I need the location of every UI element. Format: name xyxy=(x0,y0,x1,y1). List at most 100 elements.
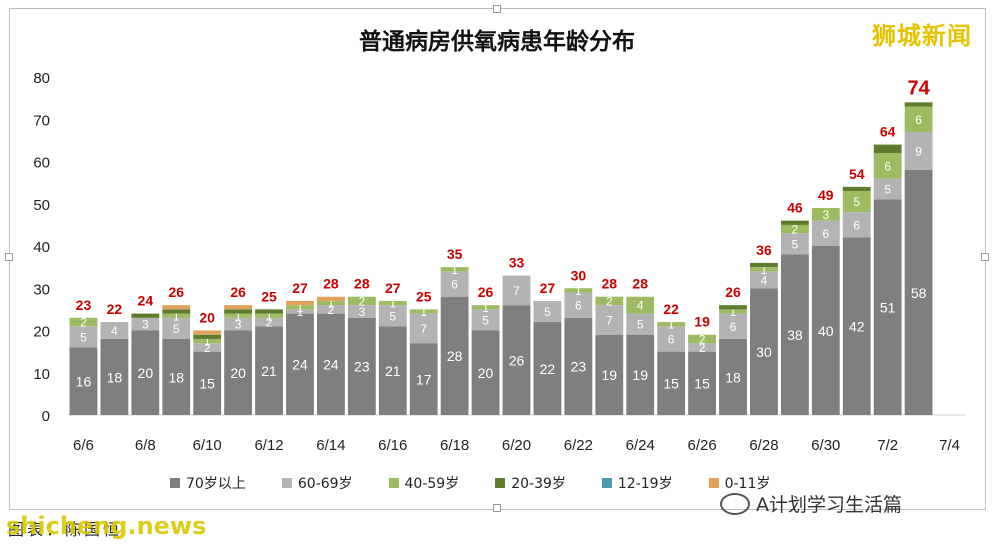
x-tick-label: 6/28 xyxy=(749,437,778,454)
bar-segment-40-59 xyxy=(564,288,593,293)
bar-segment-label: 3 xyxy=(142,318,149,332)
bar-total-label: 27 xyxy=(385,280,401,296)
resize-handle-left[interactable] xyxy=(5,253,13,261)
bar-total-label: 28 xyxy=(632,276,648,292)
resize-handle-bottom[interactable] xyxy=(493,504,501,512)
bar-segment-0-11 xyxy=(286,300,314,306)
bar-segment-label: 28 xyxy=(447,348,463,364)
bar-segment-40-59 xyxy=(255,313,283,318)
y-tick-label: 60 xyxy=(33,155,50,172)
watermark-bottom: shicheng.news xyxy=(6,512,207,540)
bar-segment-label: 5 xyxy=(482,313,489,327)
bar-segment-70+ xyxy=(193,351,222,415)
bar-segment-60-69 xyxy=(904,131,933,170)
bar-segment-0-11 xyxy=(224,305,253,310)
bar-segment-label: 6 xyxy=(915,113,922,127)
legend-item-20-39: 20-39岁 xyxy=(495,473,566,493)
bar-total-label: 23 xyxy=(76,297,92,313)
bar-segment-label: 23 xyxy=(354,359,370,375)
bar-total-label: 24 xyxy=(138,293,154,309)
bar-segment-70+ xyxy=(316,313,345,415)
bar-segment-label: 1 xyxy=(668,318,675,332)
bar-segment-label: 3 xyxy=(822,208,829,222)
legend-label: 20-39岁 xyxy=(511,476,566,492)
bar-segment-70+ xyxy=(471,330,500,415)
bar-segment-70+ xyxy=(440,296,469,415)
bar-segment-70+ xyxy=(162,338,191,415)
bar-segment-60-69 xyxy=(502,275,531,306)
bar-segment-label: 6 xyxy=(822,227,829,241)
bar-segment-label: 6 xyxy=(668,333,675,347)
legend-item-12-19: 12-19岁 xyxy=(601,473,673,493)
bar-segment-20-39 xyxy=(131,313,160,318)
bar-segment-70+ xyxy=(502,305,531,415)
bar-total-label: 26 xyxy=(478,284,494,300)
y-tick-label: 0 xyxy=(42,408,50,425)
bar-segment-40-59 xyxy=(750,267,778,272)
bar-segment-label: 21 xyxy=(261,363,277,379)
x-tick-label: 6/22 xyxy=(564,437,593,454)
bar-segment-label: 15 xyxy=(694,376,710,392)
bar-segment-60-69 xyxy=(286,309,314,314)
x-tick-label: 7/2 xyxy=(877,437,898,454)
bar-segment-60-69 xyxy=(595,305,624,335)
bar-segment-40-59 xyxy=(440,267,469,272)
y-tick-label: 30 xyxy=(33,281,50,298)
bar-segment-label: 1 xyxy=(297,305,304,319)
x-tick-label: 6/24 xyxy=(626,437,655,454)
bar-segment-70+ xyxy=(657,351,686,415)
bar-segment-label: 2 xyxy=(606,294,613,308)
bar-total-label: 28 xyxy=(602,276,618,292)
bar-segment-70+ xyxy=(286,313,314,415)
bar-segment-label: 4 xyxy=(111,324,118,338)
y-tick-label: 20 xyxy=(33,324,50,341)
bar-segment-label: 6 xyxy=(884,159,891,173)
bar-segment-70+ xyxy=(873,199,902,415)
bar-segment-60-69 xyxy=(564,292,593,318)
bar-segment-label: 22 xyxy=(540,361,556,377)
chart-legend: 70岁以上 60-69岁 40-59岁 20-39岁 12-19岁 0-11岁 xyxy=(170,473,770,493)
bar-segment-70+ xyxy=(255,326,283,415)
x-tick-label: 6/26 xyxy=(687,437,716,454)
bar-segment-label: 7 xyxy=(420,322,427,336)
bar-segment-40-59 xyxy=(688,334,717,344)
bar-segment-60-69 xyxy=(533,300,562,323)
bar-segment-label: 21 xyxy=(385,363,401,379)
bar-segment-label: 2 xyxy=(359,294,366,308)
y-tick-label: 70 xyxy=(33,112,50,129)
bar-segment-70+ xyxy=(224,330,253,415)
wechat-account: A计划学习生活篇 xyxy=(720,490,902,517)
y-tick-label: 80 xyxy=(33,70,50,87)
bar-segment-40-59 xyxy=(811,207,840,221)
bar-segment-60-69 xyxy=(626,313,655,335)
bar-segment-label: 5 xyxy=(389,309,396,323)
bar-segment-70+ xyxy=(780,254,809,415)
bar-total-label: 27 xyxy=(292,280,308,296)
bar-segment-60-69 xyxy=(131,317,160,331)
bar-segment-40-59 xyxy=(347,296,376,306)
legend-swatch xyxy=(601,478,612,488)
bar-segment-60-69 xyxy=(471,309,500,331)
legend-swatch xyxy=(495,478,506,488)
bar-segment-label: 19 xyxy=(632,367,648,383)
bar-segment-70+ xyxy=(626,334,655,415)
legend-item-0-11: 0-11岁 xyxy=(708,473,770,493)
bar-segment-label: 38 xyxy=(787,327,803,343)
resize-handle-top[interactable] xyxy=(493,5,501,13)
x-tick-label: 6/12 xyxy=(254,437,283,454)
bar-segment-60-69 xyxy=(842,212,871,238)
bar-segment-label: 9 xyxy=(915,144,922,158)
bar-segment-label: 1 xyxy=(730,305,737,319)
bar-segment-label: 2 xyxy=(699,333,706,347)
bar-total-label: 25 xyxy=(261,288,277,304)
legend-swatch xyxy=(170,478,180,488)
bar-total-label: 36 xyxy=(756,242,772,258)
bar-total-label: 20 xyxy=(199,310,215,326)
resize-handle-right[interactable] xyxy=(981,253,989,261)
bar-segment-label: 1 xyxy=(173,309,180,323)
bar-total-label: 28 xyxy=(354,276,370,292)
bar-segment-60-69 xyxy=(657,326,686,352)
bar-segment-70+ xyxy=(811,246,840,415)
bar-segment-60-69 xyxy=(750,271,778,289)
bar-segment-40-59 xyxy=(316,300,345,306)
